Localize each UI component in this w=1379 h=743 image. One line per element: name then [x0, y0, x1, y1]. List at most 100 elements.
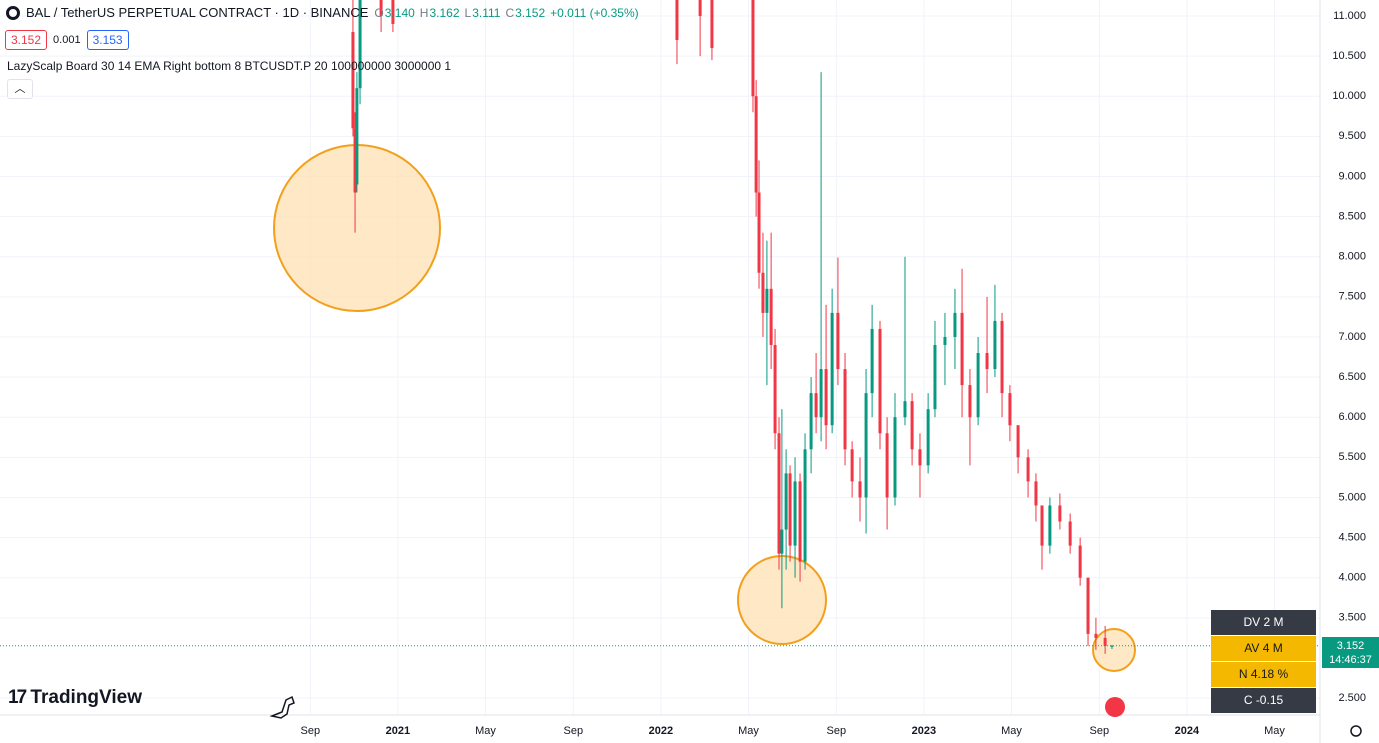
candle-body [968, 385, 972, 418]
candle-body [830, 312, 834, 426]
candle-body [351, 32, 355, 129]
ohlc-value: 3.152 [515, 6, 546, 20]
table-row: DV 2 M [1211, 610, 1316, 636]
spread: 0.001 [53, 34, 81, 46]
candle-body [933, 344, 937, 410]
ohlc-key: H [419, 6, 429, 20]
y-tick-label: 5.500 [1338, 451, 1366, 463]
ohlc-value: 3.162 [429, 6, 460, 20]
y-tick-label: 10.000 [1332, 90, 1366, 102]
event-icon[interactable] [1105, 697, 1125, 717]
candle-body [843, 369, 847, 450]
circle-drawing [1092, 628, 1136, 672]
y-tick-label: 7.000 [1338, 331, 1366, 343]
candle-body [858, 481, 862, 498]
candle-body [985, 353, 989, 370]
candle-body [993, 320, 997, 370]
candle-body [960, 312, 964, 386]
candle-body [836, 312, 840, 370]
candle-body [809, 393, 813, 450]
candle-body [675, 0, 679, 41]
candle-body [850, 449, 854, 482]
x-tick-label: 2022 [649, 725, 673, 737]
candle-body [864, 393, 868, 498]
y-tick-label: 6.500 [1338, 371, 1366, 383]
symbol-logo [6, 5, 20, 20]
candle-body [765, 288, 769, 313]
candle-body [353, 128, 357, 193]
candle-body [878, 328, 882, 434]
ohlc: O3.140 H3.162 L3.111 C3.152 +0.011 (+0.35%) [374, 5, 643, 20]
y-tick-label: 6.000 [1338, 411, 1366, 423]
x-tick-label: Sep [827, 725, 847, 737]
candle-body [769, 288, 773, 345]
table-row: C -0.15 [1211, 688, 1316, 714]
replay-icon[interactable] [269, 695, 295, 719]
ohlc-value: 3.140 [384, 6, 415, 20]
table-row: N 4.18 % [1211, 662, 1316, 688]
grid [0, 0, 1320, 715]
candle-body [918, 449, 922, 466]
header: BAL / TetherUS PERPETUAL CONTRACT · 1D ·… [6, 5, 644, 20]
candle-body [1094, 633, 1098, 638]
candle-body [355, 88, 359, 185]
ohlc-key: O [374, 6, 384, 20]
candle-body [698, 0, 702, 16]
countdown: 14:46:37 [1329, 654, 1372, 666]
y-tick-label: 4.000 [1338, 572, 1366, 584]
candle-body [976, 353, 980, 418]
candle-body [814, 393, 818, 418]
trade-badges: 3.152 0.001 3.153 [5, 30, 129, 50]
y-tick-label: 9.500 [1338, 130, 1366, 142]
candle-body [870, 328, 874, 394]
candle-body [943, 336, 947, 345]
brand-icon: 17 [8, 687, 27, 708]
candle-body [1058, 505, 1062, 522]
candle-body [1078, 545, 1082, 578]
candle-body [803, 449, 807, 562]
candle-body [710, 0, 714, 49]
indicator-legend: LazyScalp Board 30 14 EMA Right bottom 8… [7, 59, 452, 73]
y-tick-label: 8.000 [1338, 251, 1366, 263]
candle-body [1034, 481, 1038, 506]
x-tick-label: Sep [1090, 725, 1110, 737]
candle-body [1026, 457, 1030, 482]
settings-icon[interactable] [1350, 725, 1362, 737]
y-tick-label: 10.500 [1332, 50, 1366, 62]
y-tick-label: 9.000 [1338, 170, 1366, 182]
collapse-button[interactable]: ︿ [7, 79, 33, 99]
candle-body [1086, 577, 1090, 634]
ohlc-key: L [464, 6, 472, 20]
y-tick-label: 5.000 [1338, 491, 1366, 503]
candle-body [903, 401, 907, 418]
y-tick-label: 11.000 [1333, 10, 1366, 22]
y-tick-label: 3.500 [1338, 612, 1366, 624]
ask-button[interactable]: 3.153 [86, 30, 129, 50]
bid-button[interactable]: 3.152 [5, 30, 48, 50]
x-tick-label: May [1264, 725, 1285, 737]
ohlc-value: 3.111 [472, 6, 501, 20]
x-tick-label: 2023 [912, 725, 936, 737]
candle-body [824, 369, 828, 426]
x-tick-label: 2024 [1175, 725, 1200, 737]
price-label: 3.152 14:46:37 [1322, 637, 1379, 668]
candle-body [953, 312, 957, 337]
candle-body [761, 272, 765, 313]
candle-body [893, 417, 897, 498]
candle-body [784, 473, 788, 530]
candle-body [379, 0, 383, 16]
candle-body [819, 369, 823, 418]
candle-body [754, 96, 758, 193]
candle-body [1016, 425, 1020, 458]
candle-body [777, 433, 781, 554]
brand-text: TradingView [30, 687, 142, 708]
candle-body [1068, 521, 1072, 546]
candle-body [793, 481, 797, 546]
y-tick-label: 7.500 [1338, 291, 1366, 303]
candle-body [798, 481, 802, 562]
candle-body [780, 529, 784, 554]
